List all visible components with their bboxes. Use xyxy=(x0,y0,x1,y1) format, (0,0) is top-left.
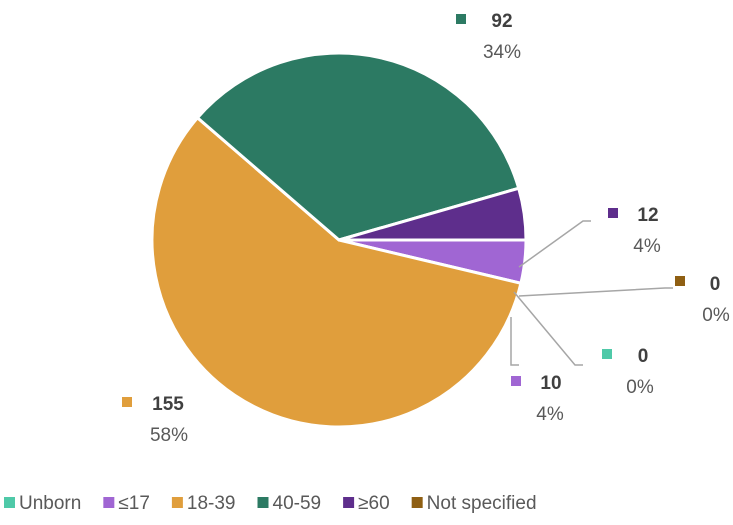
legend-swatch-ge60 xyxy=(343,497,355,508)
value-label-not-specified: 0 xyxy=(710,274,721,295)
label-key-ge60 xyxy=(608,208,618,218)
leader-unborn xyxy=(513,291,583,366)
legend-label-ge60: ≥60 xyxy=(358,493,390,514)
legend-swatch-unborn xyxy=(4,497,15,508)
percent-label-18-39: 58% xyxy=(150,425,188,446)
percent-label-le17: 4% xyxy=(536,404,564,425)
label-key-18-39 xyxy=(122,397,132,407)
legend: Unborn ≤17 18-39 40-59 ≥60 Not specified xyxy=(4,493,537,514)
value-label-unborn: 0 xyxy=(638,346,649,367)
percent-label-not-specified: 0% xyxy=(702,305,730,326)
leader-not-specified xyxy=(518,287,673,297)
percent-label-unborn: 0% xyxy=(626,377,654,398)
value-label-40-59: 92 xyxy=(491,11,512,32)
pie-slices xyxy=(150,51,528,429)
slice-18-39 xyxy=(150,115,523,429)
leader-lines xyxy=(510,220,673,366)
leader-le17 xyxy=(510,317,519,366)
label-key-40-59 xyxy=(456,14,466,24)
value-label-18-39: 155 xyxy=(152,394,184,415)
legend-swatch-40-59 xyxy=(257,497,269,508)
legend-swatch-not-specified xyxy=(411,497,423,508)
slice-40-59 xyxy=(195,51,521,242)
legend-label-unborn: Unborn xyxy=(19,493,81,514)
legend-label-not-specified: Not specified xyxy=(427,493,537,514)
legend-swatch-18-39 xyxy=(171,497,183,508)
slice-ge60 xyxy=(338,186,528,242)
label-key-le17 xyxy=(511,376,521,386)
percent-label-ge60: 4% xyxy=(633,236,661,257)
value-label-ge60: 12 xyxy=(637,205,658,226)
data-labels: 0 0% 10 4% 155 58% 92 34% 12 4% 0 0% xyxy=(122,11,730,446)
legend-label-18-39: 18-39 xyxy=(187,493,236,514)
value-label-le17: 10 xyxy=(540,373,561,394)
label-key-unborn xyxy=(602,349,612,359)
legend-swatch-le17 xyxy=(103,497,115,508)
legend-label-40-59: 40-59 xyxy=(273,493,322,514)
percent-label-40-59: 34% xyxy=(483,42,521,63)
label-key-not-specified xyxy=(675,276,685,286)
legend-label-le17: ≤17 xyxy=(118,493,150,514)
leader-ge60 xyxy=(518,220,591,268)
